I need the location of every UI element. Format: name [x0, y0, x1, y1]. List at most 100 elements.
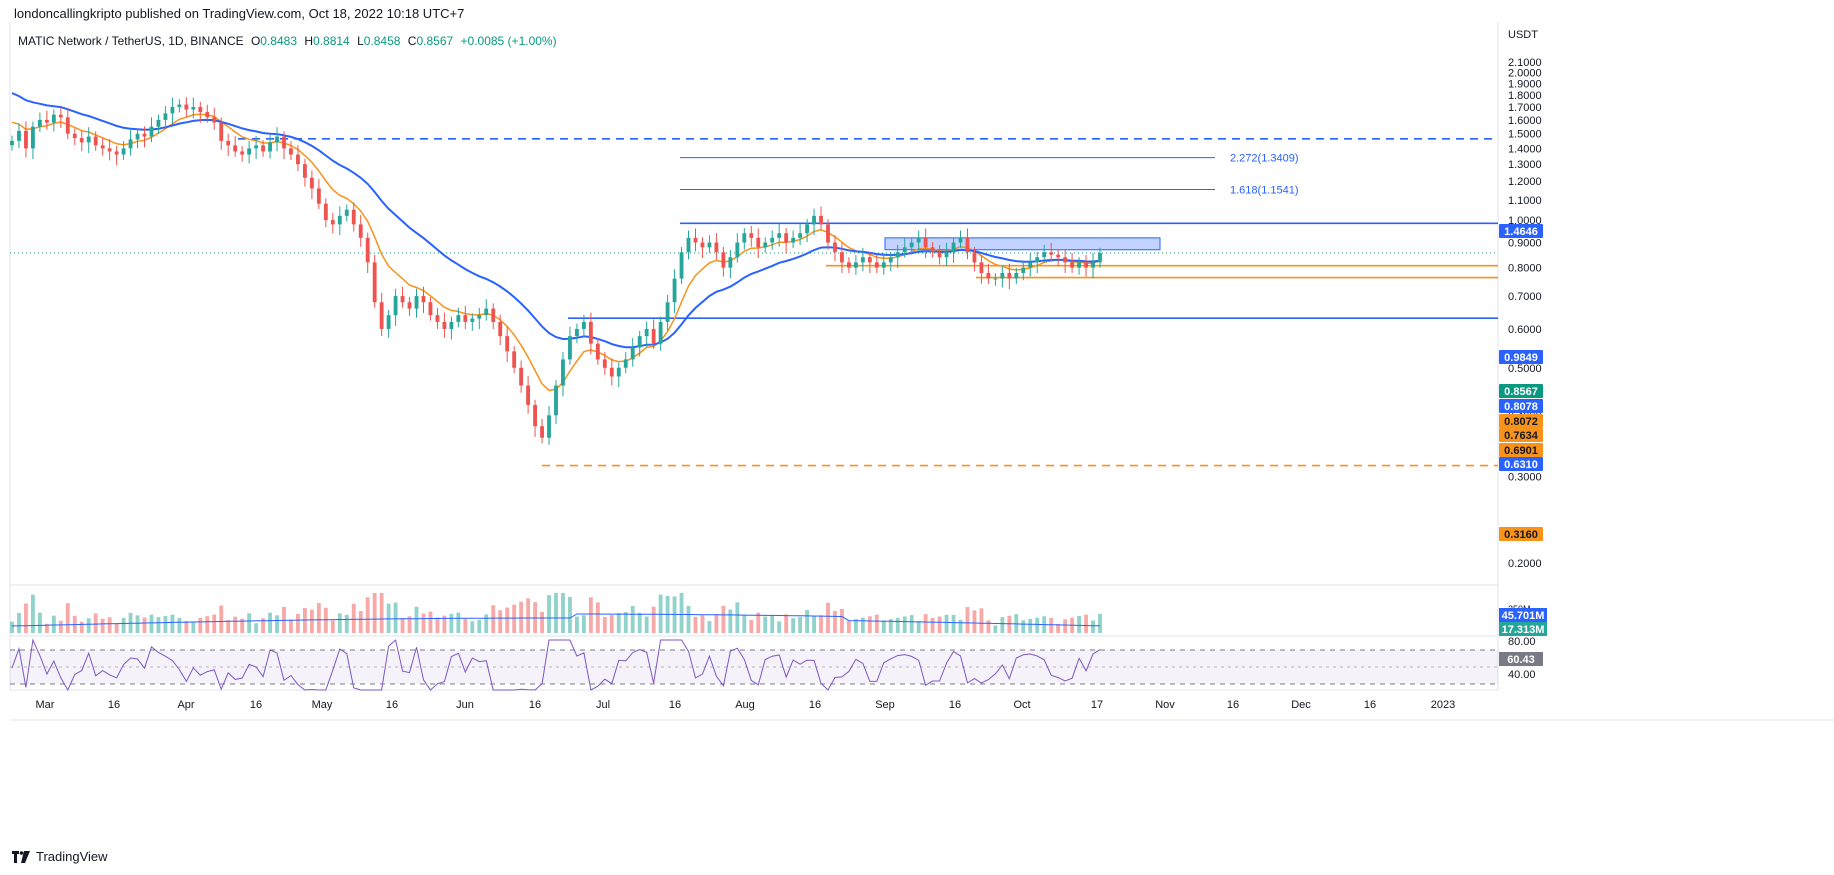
close-label: C [407, 34, 417, 48]
candle-body [958, 237, 963, 243]
volume-bar [365, 597, 370, 633]
candle-body [100, 145, 105, 149]
candle-body [1014, 273, 1019, 279]
volume-bar [686, 605, 691, 633]
candle-body [923, 237, 928, 248]
fib-label: 1.618(1.1541) [1230, 185, 1299, 197]
candle-body [1091, 262, 1095, 268]
price-badge [1499, 414, 1543, 428]
fib-label: 2.272(1.3409) [1230, 153, 1299, 165]
volume-bar [1056, 623, 1061, 633]
tradingview-footer[interactable]: TradingView [12, 849, 108, 864]
volume-bar [1000, 617, 1005, 633]
volume-bar [254, 623, 259, 633]
candle-body [679, 252, 684, 279]
volume-bar [93, 613, 98, 633]
volume-bar [916, 621, 921, 633]
volume-bar [693, 616, 698, 633]
candle-body [191, 107, 196, 110]
volume-bar [853, 619, 858, 633]
volume-bar [212, 614, 217, 633]
volume-bar [763, 616, 768, 633]
volume-bar [351, 603, 356, 633]
x-tick-label: 16 [250, 699, 262, 711]
candle-body [149, 126, 154, 137]
price-badge-label: 0.8078 [1504, 401, 1538, 413]
candle-body [749, 233, 754, 238]
symbol-name[interactable]: MATIC Network / TetherUS, 1D, BINANCE [18, 34, 244, 48]
volume-bar [435, 617, 440, 633]
candle-body [275, 136, 279, 143]
candles [10, 97, 1102, 445]
volume-bar [337, 613, 342, 633]
candle-body [240, 151, 245, 155]
candle-body [17, 130, 21, 141]
volume-bar [1021, 620, 1026, 633]
volume-bar [575, 616, 579, 633]
candle-body [170, 107, 175, 114]
volume-bar [986, 620, 991, 633]
candle-body [651, 328, 656, 344]
volume-bar [170, 614, 175, 633]
price-axis[interactable]: USDT 2.10002.00001.90001.80001.70001.6000… [1508, 29, 1542, 570]
candle-body [470, 318, 475, 322]
volume-bar [484, 614, 489, 633]
volume-bar [400, 618, 405, 633]
volume-bar [268, 612, 272, 633]
volume-bar [498, 610, 503, 633]
candle-body [184, 104, 189, 110]
candle-body [756, 237, 761, 248]
volume-bar [561, 593, 565, 633]
candle-body [358, 224, 363, 238]
volume-bar [205, 616, 210, 633]
candle-body [798, 233, 803, 238]
candle-body [742, 233, 747, 243]
volume-bar [965, 607, 970, 633]
candle-body [847, 262, 851, 268]
volume-bar [491, 605, 496, 633]
candle-body [630, 347, 635, 360]
volume-bar [358, 611, 363, 633]
volume-bar [24, 603, 28, 633]
candle-body [135, 133, 140, 140]
y-tick-label: 2.0000 [1508, 67, 1542, 79]
volume-bar [233, 616, 238, 633]
volume-bar [414, 606, 419, 633]
candle-body [547, 415, 551, 438]
volume-bar [707, 621, 712, 633]
candle-body [1000, 273, 1005, 279]
y-tick-label: 1.7000 [1508, 102, 1542, 114]
candle-body [840, 252, 844, 263]
candle-body [44, 119, 49, 123]
volume-bar [616, 613, 621, 633]
candle-body [665, 302, 670, 322]
x-tick-label: 16 [108, 699, 120, 711]
volume-bar [142, 617, 147, 633]
x-tick-label: Jun [456, 699, 474, 711]
price-badge [1499, 224, 1543, 238]
volume-bar [833, 610, 837, 633]
volume-bar [923, 614, 928, 633]
volume-bar [679, 593, 684, 633]
volume-bar [17, 612, 21, 633]
price-badge [1499, 443, 1543, 457]
volume-bar [10, 621, 14, 633]
candle-body [93, 136, 98, 146]
candle-body [588, 321, 593, 344]
candle-body [379, 302, 384, 329]
candle-body [616, 367, 621, 377]
volume-bar [463, 618, 468, 633]
x-tick-label: Apr [177, 699, 194, 711]
price-badge-label: 0.7634 [1504, 430, 1539, 442]
time-axis[interactable]: Mar 16 Apr 16 May 16 Jun 16 Jul 16 Aug 16 Sep 16 Oct 17… [36, 699, 1456, 711]
candle-body [874, 262, 879, 268]
price-badge-label: 0.9849 [1504, 352, 1538, 364]
candle-body [254, 145, 259, 149]
candle-body [930, 247, 935, 253]
candle-body [944, 252, 949, 258]
x-tick-label: 16 [669, 699, 681, 711]
volume-bar [902, 616, 907, 633]
x-tick-label: 17 [1091, 699, 1103, 711]
volume-bar [512, 604, 517, 633]
